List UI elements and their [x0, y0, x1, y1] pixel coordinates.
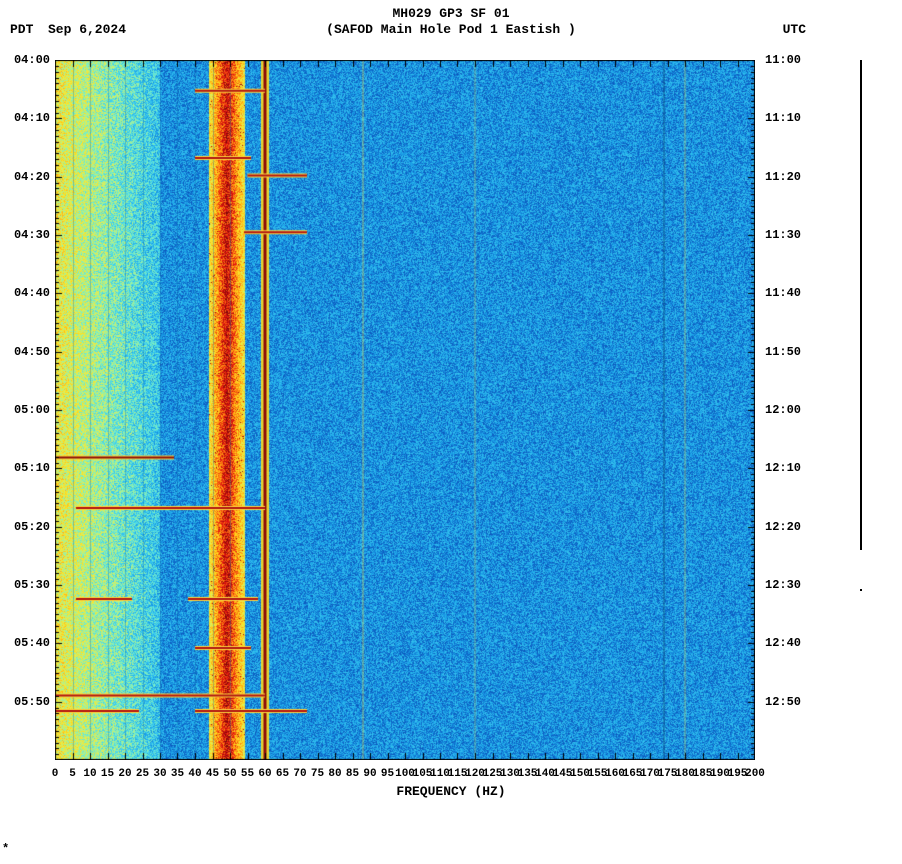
- y-right-tick-label: 12:30: [765, 578, 801, 592]
- y-left-tick-label: 05:30: [6, 578, 50, 592]
- y-right-tick-label: 12:50: [765, 695, 801, 709]
- y-left-tick-label: 04:40: [6, 286, 50, 300]
- title-line-1: MH029 GP3 SF 01: [0, 6, 902, 21]
- x-tick-label: 95: [381, 768, 394, 780]
- x-axis-label: FREQUENCY (HZ): [0, 784, 902, 799]
- x-tick-label: 75: [311, 768, 324, 780]
- y-right-tick-label: 12:00: [765, 403, 801, 417]
- x-tick-label: 65: [276, 768, 289, 780]
- y-right-tick-label: 11:10: [765, 111, 801, 125]
- y-left-tick-label: 05:40: [6, 636, 50, 650]
- y-left-tick-label: 05:00: [6, 403, 50, 417]
- side-marker-tick: [860, 589, 862, 591]
- y-left-tick-label: 04:30: [6, 228, 50, 242]
- y-right-tick-label: 11:30: [765, 228, 801, 242]
- y-right-tick-label: 11:40: [765, 286, 801, 300]
- y-left-tick-label: 05:50: [6, 695, 50, 709]
- timezone-right: UTC: [783, 22, 806, 37]
- x-tick-label: 10: [83, 768, 96, 780]
- x-tick-label: 20: [118, 768, 131, 780]
- x-tick-label: 50: [223, 768, 236, 780]
- header-date: Sep 6,2024: [48, 22, 126, 37]
- x-tick-label: 25: [136, 768, 149, 780]
- x-tick-label: 45: [206, 768, 219, 780]
- y-right-tick-label: 11:50: [765, 345, 801, 359]
- x-tick-label: 80: [328, 768, 341, 780]
- y-left-tick-label: 04:00: [6, 53, 50, 67]
- x-tick-label: 40: [188, 768, 201, 780]
- side-marker-bar: [860, 60, 862, 550]
- y-right-tick-label: 11:00: [765, 53, 801, 67]
- y-left-tick-label: 04:50: [6, 345, 50, 359]
- x-tick-label: 60: [258, 768, 271, 780]
- y-right-tick-label: 12:10: [765, 461, 801, 475]
- x-tick-label: 5: [69, 768, 76, 780]
- y-right-tick-label: 12:40: [765, 636, 801, 650]
- y-left-tick-label: 04:10: [6, 111, 50, 125]
- y-right-tick-label: 11:20: [765, 170, 801, 184]
- x-tick-label: 85: [346, 768, 359, 780]
- x-tick-label: 70: [293, 768, 306, 780]
- spectrogram-plot: [55, 60, 755, 760]
- x-tick-label: 30: [153, 768, 166, 780]
- x-tick-label: 200: [745, 768, 765, 780]
- corner-mark: *: [2, 842, 9, 856]
- x-tick-label: 90: [363, 768, 376, 780]
- x-tick-label: 55: [241, 768, 254, 780]
- timezone-left: PDT: [10, 22, 33, 37]
- y-left-tick-label: 05:20: [6, 520, 50, 534]
- x-tick-label: 35: [171, 768, 184, 780]
- y-left-tick-label: 04:20: [6, 170, 50, 184]
- title-line-2: (SAFOD Main Hole Pod 1 Eastish ): [0, 22, 902, 37]
- spectrogram-canvas: [55, 60, 755, 760]
- y-left-tick-label: 05:10: [6, 461, 50, 475]
- x-tick-label: 0: [52, 768, 59, 780]
- y-right-tick-label: 12:20: [765, 520, 801, 534]
- x-tick-label: 15: [101, 768, 114, 780]
